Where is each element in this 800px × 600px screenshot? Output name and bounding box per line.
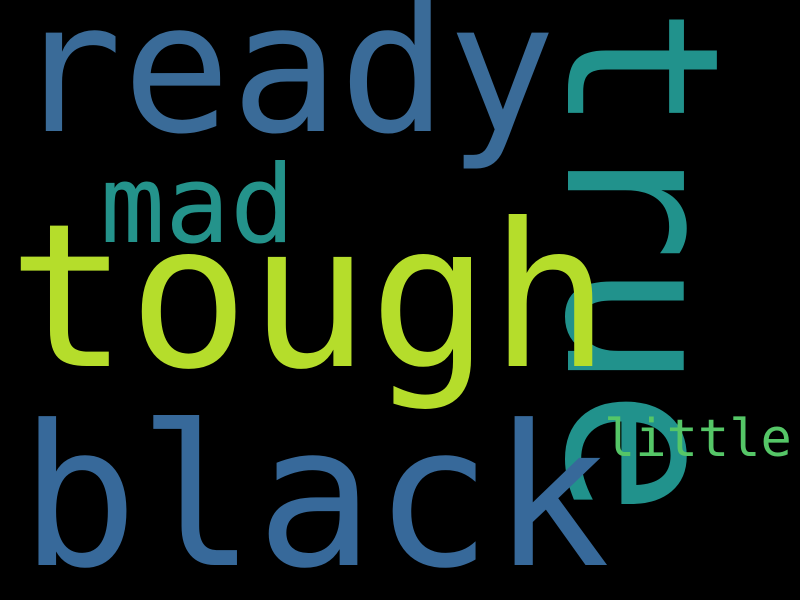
word-black: black: [20, 384, 611, 600]
word-mad: mad: [100, 143, 296, 268]
word-little: little: [604, 409, 792, 469]
word-tough: tough: [8, 181, 611, 414]
word-ready: ready: [14, 0, 556, 174]
